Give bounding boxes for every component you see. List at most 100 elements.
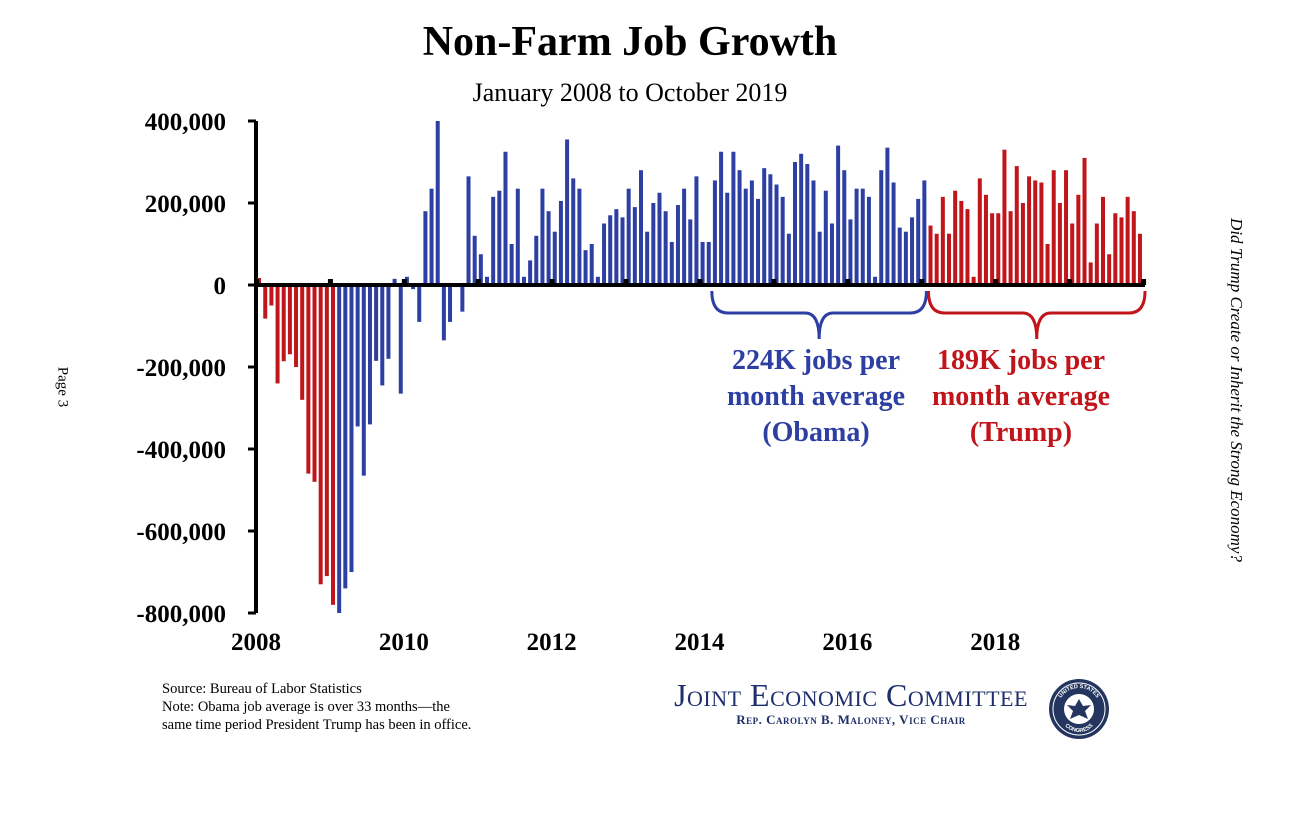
bar xyxy=(663,211,668,285)
bar xyxy=(478,254,483,285)
bar xyxy=(472,235,477,285)
obama-brace xyxy=(710,290,928,340)
bar xyxy=(343,285,348,589)
bar xyxy=(361,285,366,476)
bar xyxy=(441,285,446,341)
bar xyxy=(626,188,631,285)
bar xyxy=(300,285,305,400)
year-marker xyxy=(254,279,259,285)
x-tick-label: 2016 xyxy=(822,629,872,656)
bar xyxy=(367,285,372,425)
bar xyxy=(429,188,434,285)
bar xyxy=(1101,196,1105,285)
obama-annotation-line-1: 224K jobs per xyxy=(732,345,900,376)
bar xyxy=(552,231,557,285)
bar xyxy=(922,180,927,285)
source-notes: Source: Bureau of Labor Statistics Note:… xyxy=(162,680,471,734)
bar xyxy=(620,217,625,285)
bar xyxy=(503,151,508,285)
y-tick-label: 0 xyxy=(214,273,227,300)
bar xyxy=(632,207,637,285)
y-tick-label: 400,000 xyxy=(145,109,226,136)
bars-group xyxy=(257,121,1142,613)
bar xyxy=(577,188,582,285)
bar xyxy=(971,276,976,285)
svg-text:CONGRESS: CONGRESS xyxy=(1064,723,1095,734)
bar xyxy=(1125,196,1130,285)
bar xyxy=(602,223,607,285)
bar xyxy=(885,147,890,285)
bar xyxy=(287,285,292,355)
bar xyxy=(774,184,779,285)
y-tick-label: 200,000 xyxy=(145,191,226,218)
y-tick-label: -800,000 xyxy=(136,601,226,628)
bar xyxy=(694,176,699,285)
bar xyxy=(269,285,274,306)
chart-subtitle: January 2008 to October 2019 xyxy=(472,78,788,107)
bar xyxy=(657,192,662,285)
bar xyxy=(515,188,520,285)
bar xyxy=(805,164,810,285)
bar xyxy=(897,227,902,285)
bar xyxy=(565,139,570,285)
bar xyxy=(965,209,970,285)
bar xyxy=(675,205,680,285)
bar xyxy=(928,225,933,285)
bar xyxy=(1045,244,1050,285)
chart-title: Non-Farm Job Growth xyxy=(422,19,838,65)
year-marker xyxy=(993,279,999,285)
bar xyxy=(854,188,859,285)
committee-name: Joint Economic Committee xyxy=(674,677,1028,713)
bar xyxy=(873,276,878,285)
bar xyxy=(411,285,416,290)
year-marker xyxy=(771,279,777,285)
bar xyxy=(793,162,797,285)
bar xyxy=(1002,149,1007,285)
bar xyxy=(688,219,693,285)
y-tick-label: -200,000 xyxy=(136,355,226,382)
trump-annotation-line-2: month average xyxy=(931,381,1111,412)
bar xyxy=(337,285,342,613)
bar xyxy=(725,192,730,285)
bar xyxy=(281,285,286,362)
bar xyxy=(990,213,995,285)
bar xyxy=(879,170,884,285)
x-tick-label: 2010 xyxy=(379,629,429,656)
bar xyxy=(829,223,834,285)
bar xyxy=(823,190,828,285)
bar xyxy=(1051,170,1056,285)
year-marker xyxy=(623,279,629,285)
bar xyxy=(947,233,951,285)
bar xyxy=(1070,223,1075,285)
sidebar-question: Did Trump Create or Inherit the Strong E… xyxy=(1227,218,1246,562)
bar xyxy=(959,200,964,285)
bar xyxy=(891,182,896,285)
bar xyxy=(1033,180,1038,285)
obama-annotation-line-2: month average xyxy=(726,381,906,412)
obama-average-annotation: 224K jobs per month average (Obama) xyxy=(706,343,926,451)
year-marker xyxy=(327,279,333,285)
bar xyxy=(1027,176,1032,285)
source-text: Source: Bureau of Labor Statistics xyxy=(162,681,362,697)
obama-annotation-line-3: (Obama) xyxy=(762,417,870,448)
trump-annotation-line-1: 189K jobs per xyxy=(937,345,1105,376)
bar xyxy=(398,285,403,394)
note-line-1: Note: Obama job average is over 33 month… xyxy=(162,699,450,715)
bar xyxy=(953,190,958,285)
bar xyxy=(540,188,545,285)
bar xyxy=(1094,223,1099,285)
bar xyxy=(534,235,539,285)
trump-average-annotation: 189K jobs per month average (Trump) xyxy=(916,343,1126,451)
bar xyxy=(848,219,853,285)
bar xyxy=(374,285,379,361)
bar xyxy=(306,285,311,474)
bar xyxy=(355,285,360,427)
bar xyxy=(583,250,588,285)
bar xyxy=(934,233,939,285)
bar xyxy=(719,151,724,285)
committee-branding: Joint Economic Committee Rep. Carolyn B.… xyxy=(662,678,1040,728)
x-tick-label: 2018 xyxy=(970,629,1020,656)
x-axis: 2008 2010 2012 2014 2016 2018 xyxy=(231,279,1147,656)
bar xyxy=(324,285,329,577)
